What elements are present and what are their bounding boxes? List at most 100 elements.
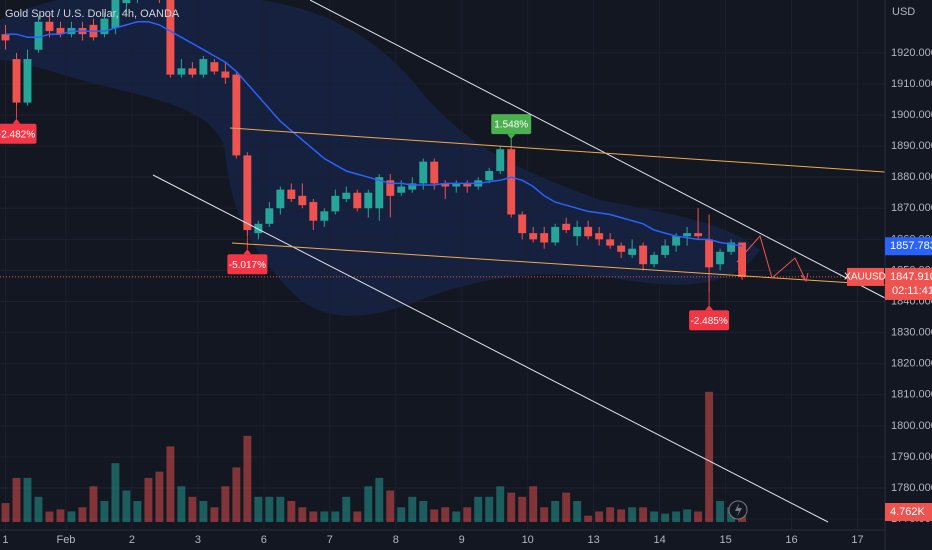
volume-bar <box>67 511 76 522</box>
volume-bar <box>342 496 351 522</box>
candle-body <box>342 192 351 199</box>
candle-body <box>122 0 131 4</box>
projection-path <box>736 234 807 282</box>
volume-bar <box>298 507 307 522</box>
trend-line <box>231 242 885 286</box>
volume-bar <box>452 511 461 522</box>
volume-bar <box>672 511 681 522</box>
candle-body <box>100 18 109 35</box>
candle-body <box>430 161 439 184</box>
volume-bar <box>265 496 274 522</box>
price-layer: -2.482% -5.017% 1.548% -2.485% <box>0 0 747 331</box>
countdown: 02:11:41 <box>892 285 932 297</box>
volume-bar <box>331 511 340 522</box>
change-label: -2.482% <box>0 129 35 140</box>
candle-body <box>496 149 505 171</box>
volume-bar <box>276 496 285 522</box>
change-label-pointer <box>12 118 21 124</box>
candle-body <box>199 59 208 75</box>
x-tick-label: 1 <box>2 534 8 546</box>
y-tick-label: 1910.000 <box>891 78 932 90</box>
volume-bar <box>155 471 164 522</box>
y-tick-label: 1780.000 <box>891 482 932 494</box>
trend-line <box>309 0 885 299</box>
candle-body <box>661 245 670 255</box>
volume-bar <box>56 509 65 522</box>
volume-bar <box>320 511 329 522</box>
change-label-pointer <box>705 305 714 311</box>
lightning-icon <box>735 503 742 517</box>
volume-bar <box>177 486 186 522</box>
candle-body <box>628 248 637 255</box>
volume-bar <box>133 501 142 522</box>
candle-body <box>606 239 615 246</box>
candle-body <box>111 0 120 28</box>
candle-body <box>452 183 461 187</box>
candle-body <box>507 149 516 215</box>
y-tick-label: 1800.000 <box>891 420 932 432</box>
trend-line <box>152 174 829 523</box>
x-tick-label: 10 <box>522 534 534 546</box>
price-tags: 1857.783 1847.910 02:11:41 XAUUSD 4.762K <box>844 237 932 521</box>
candle-body <box>716 251 725 265</box>
volume-bar <box>199 501 208 522</box>
volume-bar <box>551 501 560 522</box>
volume-bar <box>507 492 516 522</box>
volume-bar <box>716 501 725 522</box>
volume-bar <box>485 496 494 522</box>
candle-body <box>298 195 307 206</box>
candle-body <box>309 202 318 221</box>
candle-body <box>177 68 186 75</box>
candle-body <box>210 62 219 72</box>
volume-bar <box>463 507 472 522</box>
candle-body <box>276 189 285 209</box>
candle-body <box>595 233 604 240</box>
x-tick-label: 17 <box>851 534 863 546</box>
volume-bar <box>89 486 98 522</box>
candle-body <box>188 68 197 75</box>
y-tick-label: 1920.000 <box>891 47 932 59</box>
candle-body <box>243 155 252 231</box>
ma-tag: 1857.783 <box>890 240 932 252</box>
volume-bar <box>111 463 120 522</box>
candle-body <box>12 59 21 103</box>
candle-body <box>23 59 32 103</box>
volume-bar <box>375 477 384 522</box>
x-tick-label: 13 <box>588 534 600 546</box>
volume-bar <box>617 509 626 522</box>
candle-body <box>683 233 692 237</box>
candle-body <box>672 236 681 246</box>
candle-body <box>166 0 175 75</box>
background-layer <box>0 0 885 530</box>
volume-bar <box>683 509 692 522</box>
y-tick-label: 1880.000 <box>891 171 932 183</box>
volume-bar <box>705 391 714 522</box>
y-tick-label: 1870.000 <box>891 202 932 214</box>
volume-bar <box>1 503 10 522</box>
change-label-box <box>0 123 37 144</box>
volume-bar <box>496 486 505 522</box>
y-tick-label: 1830.000 <box>891 327 932 339</box>
volume-bar <box>221 486 230 522</box>
volume-bar <box>529 486 538 522</box>
volatility-cloud <box>0 0 760 316</box>
volume-bar <box>650 511 659 522</box>
x-tick-label: 3 <box>195 534 201 546</box>
drawings <box>152 0 885 523</box>
change-label: -5.017% <box>229 260 266 271</box>
candle-body <box>331 195 340 212</box>
volume-bar <box>408 496 417 522</box>
change-label: -2.485% <box>690 316 727 327</box>
candle-body <box>518 214 527 234</box>
candle-body <box>694 233 703 237</box>
candle-body <box>551 226 560 243</box>
x-tick-label: 14 <box>654 534 666 546</box>
volume-bar <box>584 515 593 522</box>
volume-bar <box>254 496 263 522</box>
volume-bar <box>606 507 615 522</box>
x-tick-label: Feb <box>56 534 75 546</box>
volume-bar <box>309 511 318 522</box>
volume-bar <box>166 446 175 522</box>
